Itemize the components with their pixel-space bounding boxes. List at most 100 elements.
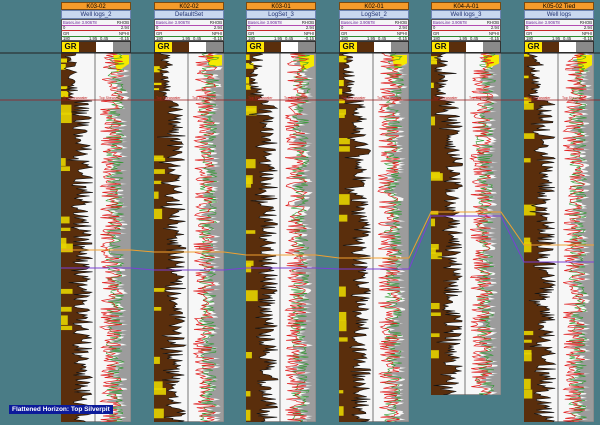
well-name-label[interactable]: K02-02	[154, 2, 224, 10]
gr-badge: GR	[155, 42, 172, 52]
gr-range-right: 180	[63, 36, 70, 41]
blank-swatch	[189, 42, 206, 52]
shale-fill-swatch	[449, 42, 466, 52]
log-set-label[interactable]: Well logs_2	[61, 10, 131, 19]
top-shearwater-label: Top Shearwater	[377, 96, 402, 100]
nphi-range-left: 0.45	[100, 36, 109, 41]
gr-label: GR	[341, 31, 348, 36]
top-shearwater-label: Top Shearwater	[284, 96, 309, 100]
track-header: BaseLine 3.90678 RHOB 0 2.94 GR NPHI 180 -0.15 1…	[154, 19, 224, 41]
log-track[interactable]: Top Shearwater Top Shearwater	[246, 53, 316, 422]
log-track[interactable]: Top Shearwater Top Shearwater	[524, 53, 594, 422]
log-track[interactable]: Top Shearwater Top Shearwater	[431, 53, 501, 395]
gr-shale-fill	[339, 53, 371, 422]
rhob-range-left: 1.95	[89, 36, 98, 41]
gr-range-left: 0	[526, 25, 529, 30]
curve-scale-line	[155, 36, 223, 37]
gr-shale-fill	[431, 53, 463, 395]
gr-range-right: 180	[156, 36, 163, 41]
nphi-label: NPHI	[303, 31, 314, 36]
rhob-range-left: 1.95	[367, 36, 376, 41]
nphi-range-left: 0.45	[285, 36, 294, 41]
porosity-fill-swatch	[483, 42, 500, 52]
top-shearwater-label: Top Shearwater	[562, 96, 587, 100]
gr-badge: GR	[525, 42, 542, 52]
blank-swatch	[374, 42, 391, 52]
shale-fill-swatch	[542, 42, 559, 52]
log-track[interactable]: Top Shearwater Top Shearwater	[61, 53, 131, 422]
well-column[interactable]: K03-01 LogSet_3 BaseLine 3.90678 RHOB 0 2.94 G…	[246, 0, 316, 425]
curve-scale-line	[62, 25, 130, 26]
rhob-range-left: 1.95	[274, 36, 283, 41]
curve-scale-line	[525, 30, 593, 31]
rhob-range-left: 1.95	[459, 36, 468, 41]
well-column[interactable]: K02-02 DefaultSet BaseLine 3.90678 RHOB 0 2.9…	[154, 0, 224, 425]
top-shearwater-label: Top Shearwater	[99, 96, 124, 100]
curve-scale-line	[155, 25, 223, 26]
log-set-label[interactable]: DefaultSet	[154, 10, 224, 19]
nphi-label: NPHI	[581, 31, 592, 36]
nphi-range-left: 0.45	[378, 36, 387, 41]
log-set-label[interactable]: LogSet_2	[339, 10, 409, 19]
gr-badge: GR	[432, 42, 449, 52]
nphi-range-right: -0.15	[212, 36, 222, 41]
rhob-label: RHOB	[579, 20, 592, 25]
curve-scale-line	[340, 30, 408, 31]
top-shearwater-label: Top Shearwater	[63, 96, 88, 100]
nphi-range-right: -0.15	[119, 36, 129, 41]
curve-scale-line	[62, 36, 130, 37]
rhob-label: RHOB	[394, 20, 407, 25]
rhob-range-right: 2.94	[583, 25, 592, 30]
well-column[interactable]: K02-01 LogSet_2 BaseLine 3.90678 RHOB 0 2.94 G…	[339, 0, 409, 425]
nphi-label: NPHI	[118, 31, 129, 36]
curve-scale-line	[247, 36, 315, 37]
rhob-label: RHOB	[116, 20, 129, 25]
rhob-range-left: 1.95	[182, 36, 191, 41]
top-shearwater-label: Top Shearwater	[526, 96, 551, 100]
top-shearwater-label: Top Shearwater	[433, 96, 458, 100]
nphi-label: NPHI	[396, 31, 407, 36]
track-header: BaseLine 3.90678 RHOB 0 2.94 GR NPHI 180 -0.15 1…	[524, 19, 594, 41]
gr-label: GR	[156, 31, 163, 36]
baseline-label: BaseLine 3.90678	[526, 20, 560, 25]
log-track[interactable]: Top Shearwater Top Shearwater	[154, 53, 224, 422]
well-name-label[interactable]: K02-01	[339, 2, 409, 10]
log-set-label[interactable]: Well logs_3	[431, 10, 501, 19]
well-name-label[interactable]: K04-A-01	[431, 2, 501, 10]
well-name-label[interactable]: K03-02	[61, 2, 131, 10]
rhob-range-left: 1.95	[552, 36, 561, 41]
gr-range-left: 0	[248, 25, 251, 30]
curve-scale-line	[525, 36, 593, 37]
porosity-fill-swatch	[206, 42, 223, 52]
log-set-label[interactable]: Well logs	[524, 10, 594, 19]
horizon-line-purple	[61, 215, 594, 271]
gr-badge: GR	[247, 42, 264, 52]
well-name-label[interactable]: K03-01	[246, 2, 316, 10]
rhob-label: RHOB	[486, 20, 499, 25]
gr-label: GR	[526, 31, 533, 36]
porosity-fill-swatch	[298, 42, 315, 52]
gr-range-right: 180	[433, 36, 440, 41]
nphi-range-left: 0.45	[470, 36, 479, 41]
well-column[interactable]: K03-02 Well logs_2 BaseLine 3.90678 RHOB 0 2.…	[61, 0, 131, 425]
curve-scale-line	[432, 30, 500, 31]
nphi-range-left: 0.45	[193, 36, 202, 41]
track-header: BaseLine 3.90678 RHOB 0 2.94 GR NPHI 180 -0.15 1…	[339, 19, 409, 41]
rhob-label: RHOB	[301, 20, 314, 25]
shale-fill-swatch	[79, 42, 96, 52]
nphi-range-right: -0.15	[304, 36, 314, 41]
top-shearwater-label: Top Shearwater	[469, 96, 494, 100]
gr-range-left: 0	[341, 25, 344, 30]
top-shearwater-label: Top Shearwater	[248, 96, 273, 100]
gr-label: GR	[433, 31, 440, 36]
well-name-label[interactable]: K05-02 Tied	[524, 2, 594, 10]
horizon-line-orange	[61, 211, 594, 259]
log-set-label[interactable]: LogSet_3	[246, 10, 316, 19]
well-column[interactable]: K05-02 Tied Well logs BaseLine 3.90678 RHOB…	[524, 0, 594, 425]
gr-shale-fill	[154, 53, 186, 422]
curve-scale-line	[432, 36, 500, 37]
gr-shale-fill	[246, 53, 278, 422]
log-track[interactable]: Top Shearwater Top Shearwater	[339, 53, 409, 422]
well-column[interactable]: K04-A-01 Well logs_3 BaseLine 3.90678 RHOB 0…	[431, 0, 501, 425]
